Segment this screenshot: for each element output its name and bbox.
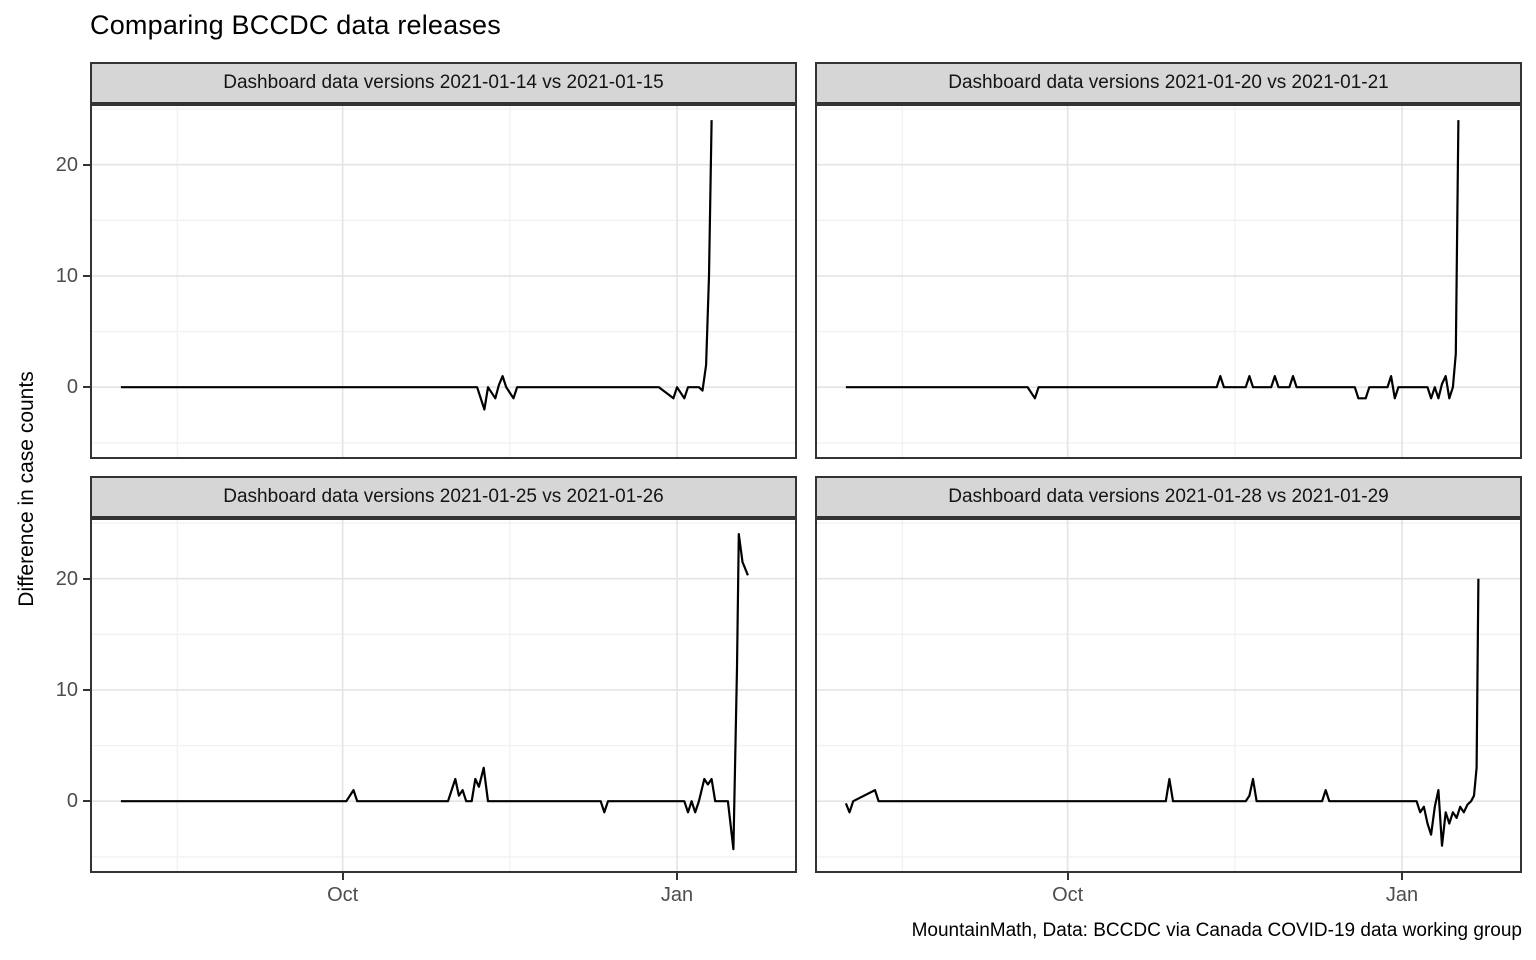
facet-strip-label: Dashboard data versions 2021-01-28 vs 20…: [948, 486, 1389, 507]
chart-title: Comparing BCCDC data releases: [90, 10, 501, 40]
y-axis-tick: [83, 163, 90, 166]
chart-caption: MountainMath, Data: BCCDC via Canada COV…: [911, 920, 1522, 941]
difference-line: [845, 120, 1460, 400]
x-axis-tick: [1401, 873, 1404, 880]
difference-line: [844, 578, 1480, 847]
facet-strip: Dashboard data versions 2021-01-14 vs 20…: [90, 62, 797, 104]
y-tick-label: 20: [55, 567, 78, 590]
y-axis-tick: [83, 688, 90, 691]
facet-strip-label: Dashboard data versions 2021-01-25 vs 20…: [223, 486, 664, 507]
y-axis-tick: [83, 386, 90, 389]
facet-strip: Dashboard data versions 2021-01-25 vs 20…: [90, 476, 797, 518]
facet-panel-plot: [90, 518, 797, 873]
x-axis-tick: [341, 873, 344, 880]
difference-line: [120, 120, 713, 411]
y-tick-label: 20: [55, 153, 78, 176]
y-axis-tick: [83, 274, 90, 277]
facet-panel-plot: [815, 518, 1522, 873]
y-axis-tick: [83, 577, 90, 580]
x-tick-label: Jan: [1385, 884, 1419, 906]
facet-strip-label: Dashboard data versions 2021-01-20 vs 20…: [948, 72, 1389, 93]
x-tick-label: Oct: [1052, 884, 1084, 906]
facet-strip: Dashboard data versions 2021-01-20 vs 20…: [815, 62, 1522, 104]
facet-panel-plot: [90, 104, 797, 459]
y-tick-label: 10: [55, 264, 78, 287]
y-tick-label: 10: [55, 678, 78, 701]
y-tick-label: 0: [66, 376, 78, 399]
facet-strip-label: Dashboard data versions 2021-01-14 vs 20…: [223, 72, 664, 93]
x-tick-label: Oct: [327, 884, 359, 906]
x-tick-label: Jan: [660, 884, 694, 906]
facet-panel-plot: [815, 104, 1522, 459]
y-tick-label: 0: [66, 790, 78, 813]
y-axis-tick: [83, 800, 90, 803]
x-axis-tick: [1066, 873, 1069, 880]
facet-strip: Dashboard data versions 2021-01-28 vs 20…: [815, 476, 1522, 518]
x-axis-tick: [676, 873, 679, 880]
difference-line: [120, 533, 749, 851]
